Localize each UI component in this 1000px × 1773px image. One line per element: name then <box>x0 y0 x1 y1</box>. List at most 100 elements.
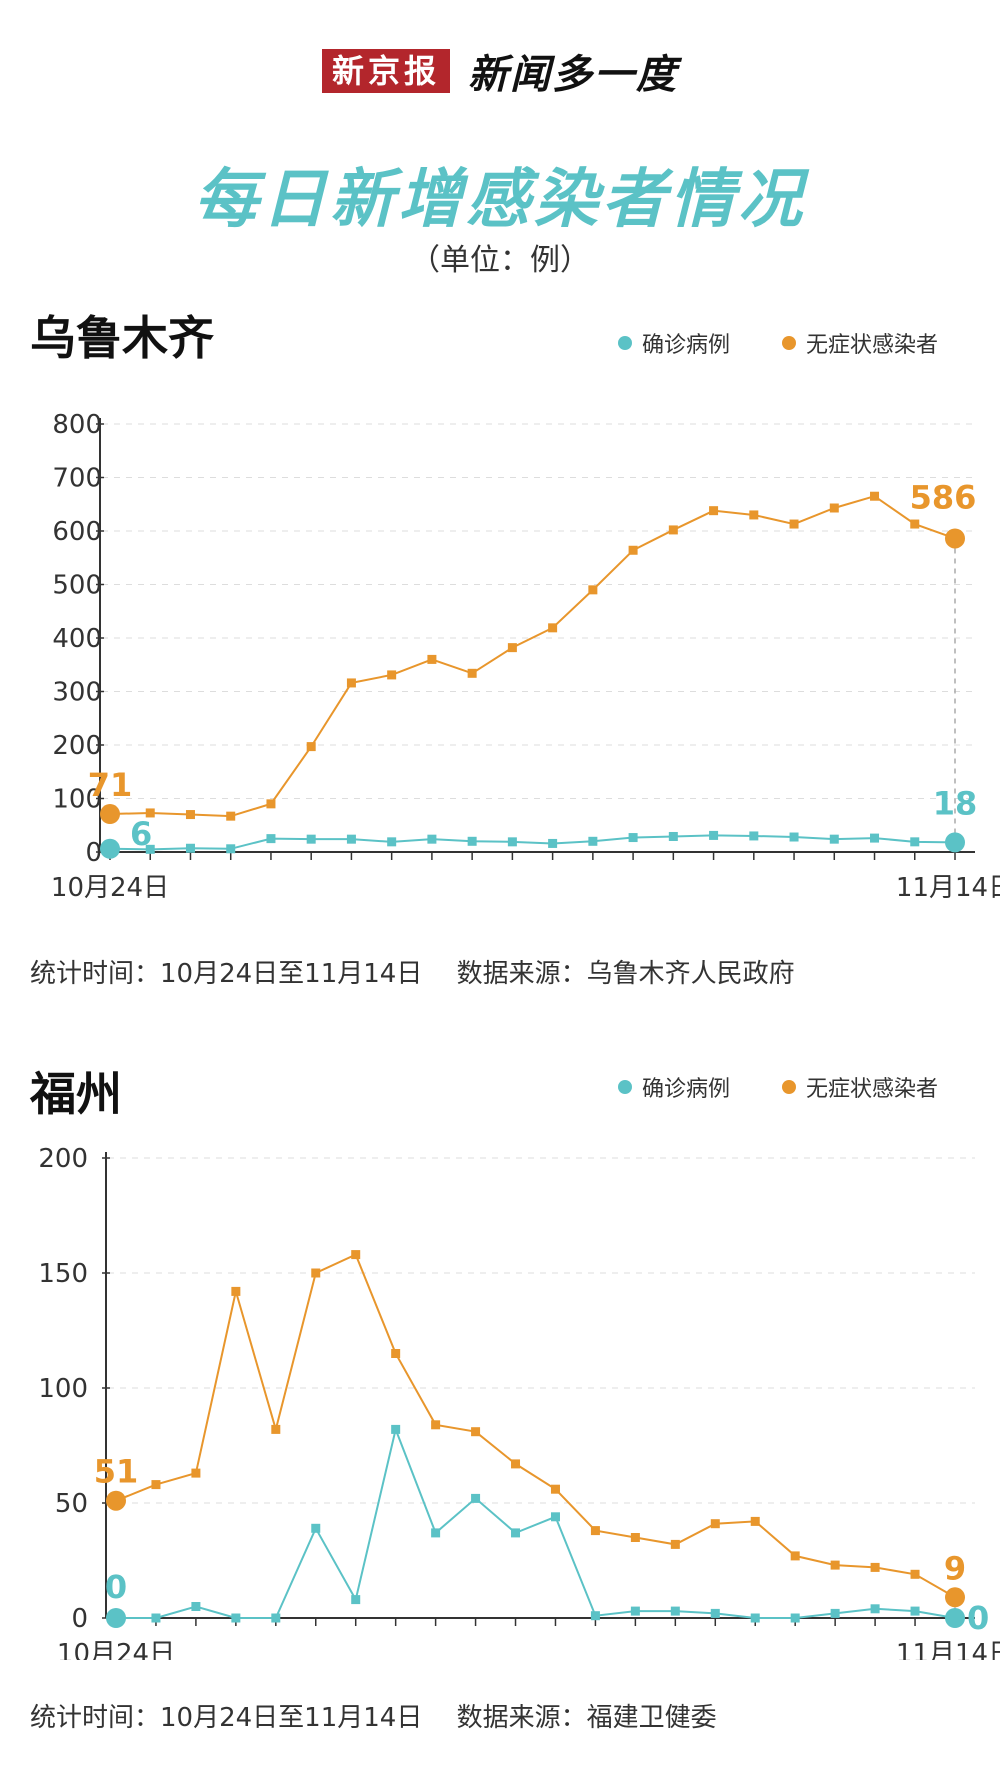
series-line-confirmed <box>116 1426 956 1619</box>
data-point-asymptomatic <box>789 519 799 529</box>
data-point-asymptomatic <box>790 1551 800 1561</box>
data-point-confirmed <box>628 833 638 843</box>
data-point-asymptomatic <box>670 1539 680 1549</box>
data-point-confirmed <box>910 1606 920 1616</box>
legend-confirmed-dot <box>617 336 632 350</box>
data-point-asymptomatic <box>471 1427 481 1437</box>
data-point-confirmed <box>231 1613 241 1623</box>
logo-brand: 新京报 <box>321 49 450 93</box>
y-tick-label: 700 <box>52 464 102 494</box>
data-point-confirmed <box>467 836 477 846</box>
chart1-footnote-source: 数据来源：乌鲁木齐人民政府 <box>456 959 795 989</box>
data-point-confirmed <box>590 1611 600 1621</box>
data-point-confirmed <box>910 837 920 847</box>
data-label-confirmed-end: 0 <box>967 1599 989 1637</box>
data-point-asymptomatic <box>750 1516 760 1526</box>
data-label-confirmed-end: 18 <box>933 784 978 822</box>
data-point-confirmed <box>630 1606 640 1616</box>
data-point-asymptomatic <box>507 643 517 653</box>
data-point-confirmed-endpoint <box>945 1608 965 1628</box>
data-point-asymptomatic <box>311 1268 321 1278</box>
data-point-confirmed <box>870 833 880 843</box>
data-point-confirmed <box>789 832 799 842</box>
data-point-confirmed <box>306 834 316 844</box>
data-point-asymptomatic <box>630 1533 640 1542</box>
data-point-confirmed <box>271 1613 281 1623</box>
chart1-footnote-time: 统计时间：10月24日至11月14日 <box>30 959 423 989</box>
data-point-confirmed <box>387 837 397 847</box>
data-point-asymptomatic-endpoint <box>106 1490 126 1511</box>
data-label-asymptomatic-end: 586 <box>910 478 977 516</box>
data-point-confirmed <box>191 1602 201 1611</box>
data-point-asymptomatic <box>226 811 236 821</box>
data-point-asymptomatic <box>266 799 276 809</box>
data-point-confirmed <box>870 1604 880 1614</box>
data-point-confirmed <box>427 834 437 844</box>
chart1-legend: 确诊病例 无症状感染者 <box>617 327 938 359</box>
data-point-confirmed-endpoint <box>945 832 965 853</box>
data-point-confirmed <box>351 1595 361 1605</box>
data-label-asymptomatic-start: 51 <box>94 1453 139 1491</box>
data-point-confirmed <box>151 1613 161 1623</box>
series-line-asymptomatic <box>115 1253 956 1599</box>
data-point-asymptomatic <box>590 1526 600 1536</box>
data-point-asymptomatic <box>271 1424 281 1434</box>
data-point-asymptomatic-endpoint <box>100 804 120 825</box>
data-point-confirmed <box>668 831 678 841</box>
legend-asymptomatic: 无症状感染者 <box>781 1071 938 1103</box>
chart-urumqi: 0 100 200 300 400 500 600 700 800 10月24日 11月14日 71 6… <box>51 410 1000 903</box>
x-tick-label: 11月14日 <box>896 1639 1000 1660</box>
data-point-asymptomatic <box>588 585 598 595</box>
y-tick-label: 100 <box>52 785 102 815</box>
data-point-confirmed <box>145 844 155 854</box>
page-title: 每日新增感染者情况 <box>194 163 806 237</box>
y-tick-label: 0 <box>85 838 102 868</box>
unit-label: （单位：例） <box>410 243 590 278</box>
legend-confirmed: 确诊病例 <box>617 327 730 359</box>
legend-asymptomatic-dot <box>781 1080 796 1094</box>
y-tick-label: 50 <box>55 1489 88 1519</box>
data-point-asymptomatic <box>427 654 437 664</box>
y-tick-label: 400 <box>52 624 102 654</box>
legend-asymptomatic: 无症状感染者 <box>781 327 938 359</box>
chart1-footnote: 统计时间：10月24日至11月14日 数据来源：乌鲁木齐人民政府 <box>30 953 821 990</box>
legend-asymptomatic-label: 无症状感染者 <box>805 1077 938 1102</box>
y-tick-label: 100 <box>38 1374 88 1404</box>
data-point-asymptomatic-endpoint <box>945 528 965 549</box>
y-tick-label: 500 <box>52 571 102 601</box>
data-point-confirmed <box>431 1528 441 1538</box>
data-point-confirmed <box>749 831 759 841</box>
legend-confirmed-label: 确诊病例 <box>641 333 730 358</box>
chart2-footnote-source: 数据来源：福建卫健委 <box>456 1703 717 1733</box>
data-point-confirmed <box>830 1608 840 1618</box>
data-point-confirmed <box>471 1493 481 1503</box>
x-tick-label: 11月14日 <box>896 873 1000 903</box>
data-point-confirmed <box>185 843 195 853</box>
data-label-asymptomatic-start: 71 <box>88 766 133 804</box>
data-point-asymptomatic-endpoint <box>945 1587 965 1608</box>
data-point-confirmed <box>550 1512 560 1522</box>
chart-fuzhou: 05010015020010月24日11月14日51090 <box>38 1144 1000 1660</box>
y-tick-label: 200 <box>52 731 102 761</box>
y-tick-label: 800 <box>52 410 102 440</box>
x-tick-label: 10月24日 <box>57 1639 175 1660</box>
data-point-asymptomatic <box>709 506 719 516</box>
data-point-asymptomatic <box>870 491 880 501</box>
data-point-confirmed <box>548 838 558 848</box>
data-point-asymptomatic <box>391 1349 401 1358</box>
series-line-asymptomatic <box>109 495 956 818</box>
data-label-asymptomatic-end: 9 <box>944 1549 966 1587</box>
y-tick-label: 600 <box>52 517 102 547</box>
data-point-asymptomatic <box>191 1468 201 1478</box>
y-tick-label: 0 <box>71 1604 88 1634</box>
data-point-confirmed <box>507 837 517 847</box>
data-point-asymptomatic <box>910 519 920 529</box>
data-point-asymptomatic <box>351 1250 361 1260</box>
y-tick-label: 150 <box>38 1259 88 1289</box>
data-point-asymptomatic <box>306 742 316 752</box>
data-point-confirmed <box>790 1613 800 1623</box>
data-point-asymptomatic <box>145 808 155 818</box>
legend-confirmed: 确诊病例 <box>617 1071 730 1103</box>
data-point-confirmed <box>346 834 356 844</box>
data-point-asymptomatic <box>511 1459 521 1469</box>
